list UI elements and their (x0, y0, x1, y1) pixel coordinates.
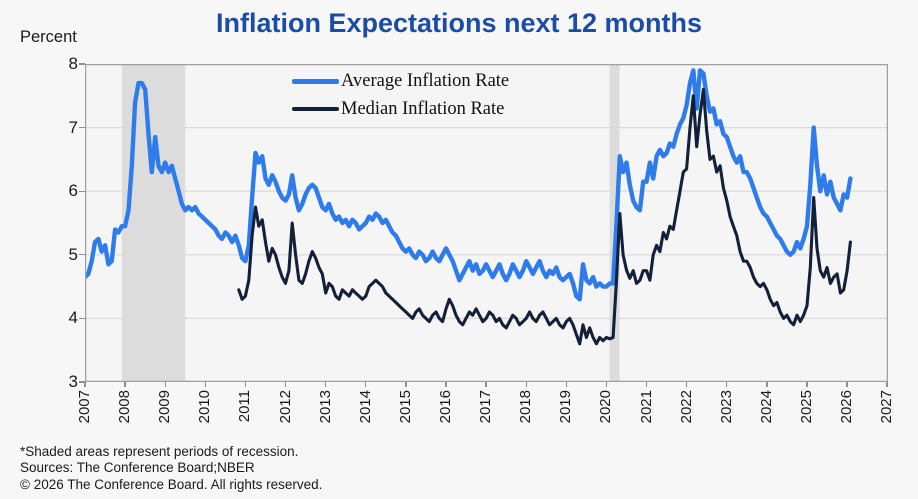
x-tick-mark (124, 382, 126, 387)
x-tick-mark (164, 382, 166, 387)
x-tick-label: 2011 (236, 390, 254, 423)
x-tick-label: 2015 (396, 390, 414, 424)
average-line-swatch (292, 78, 339, 84)
x-tick-label: 2026 (838, 390, 856, 424)
x-tick-mark (685, 382, 688, 387)
legend-item-average: Average Inflation Rate (292, 70, 509, 92)
x-tick-mark (605, 382, 608, 387)
x-tick-label: 2018 (517, 390, 535, 424)
y-tick-mark (79, 381, 85, 383)
x-tick-mark (886, 382, 888, 387)
y-tick-label: 8 (68, 54, 78, 73)
x-tick-label: 2023 (717, 390, 735, 424)
average-inflation-line (85, 68, 853, 302)
x-tick-mark (485, 382, 487, 387)
x-tick-label: 2007 (76, 390, 93, 424)
y-tick-label: 5 (68, 244, 78, 264)
footer-sources: Sources: The Conference Board;NBER (20, 460, 255, 476)
x-tick-label: 2024 (757, 390, 775, 424)
x-tick-label: 2014 (356, 390, 374, 424)
x-tick-label: 2021 (637, 390, 655, 424)
median-inflation-line (237, 87, 852, 346)
x-tick-label: 2019 (557, 390, 575, 424)
legend-item-median: Median Inflation Rate (292, 98, 509, 120)
x-tick-label: 2012 (276, 390, 294, 424)
y-tick-mark (79, 254, 85, 256)
x-tick-label: 2008 (116, 390, 134, 424)
x-tick-label: 2022 (677, 390, 695, 424)
x-tick-mark (525, 382, 527, 387)
x-tick-mark (726, 382, 728, 387)
x-tick-mark (445, 382, 447, 387)
x-tick-label: 2027 (878, 390, 896, 424)
legend: Average Inflation Rate Median Inflation … (292, 70, 509, 120)
x-tick-label: 2017 (477, 390, 495, 424)
chart-title: Inflation Expectations next 12 months (215, 8, 703, 38)
legend-label-average: Average Inflation Rate (341, 71, 510, 91)
y-axis-title: Percent (20, 28, 77, 46)
y-tick-mark (79, 317, 85, 320)
x-tick-mark (806, 382, 808, 387)
x-tick-mark (324, 382, 327, 387)
y-tick-mark (79, 126, 85, 129)
x-tick-mark (284, 382, 287, 387)
y-tick-label: 3 (68, 372, 78, 391)
recession-band (121, 64, 186, 382)
x-tick-mark (766, 382, 768, 387)
x-tick-mark (846, 382, 848, 387)
median-line-swatch (292, 107, 339, 111)
legend-label-median: Median Inflation Rate (341, 99, 505, 119)
x-tick-mark (244, 382, 247, 387)
x-tick-mark (204, 382, 207, 387)
plot-border (85, 64, 888, 382)
x-tick-label: 2020 (597, 390, 615, 424)
plot-background (85, 64, 888, 382)
x-tick-mark (84, 382, 86, 387)
y-tick-label: 7 (68, 117, 78, 137)
y-tick-label: 4 (68, 308, 78, 328)
y-tick-label: 6 (68, 181, 78, 201)
footer-recession-note: *Shaded areas represent periods of reces… (20, 444, 299, 459)
plot-area (85, 64, 888, 382)
footer-copyright: © 2026 The Conference Board. All rights … (20, 476, 323, 492)
x-tick-label: 2025 (797, 390, 815, 424)
y-tick-mark (79, 190, 85, 192)
x-tick-label: 2009 (156, 390, 174, 424)
footer: *Shaded areas represent periods of reces… (20, 444, 322, 493)
x-tick-label: 2010 (196, 390, 214, 424)
chart-canvas (85, 64, 888, 382)
x-tick-label: 2013 (316, 390, 334, 424)
x-tick-mark (405, 382, 407, 387)
x-tick-mark (645, 382, 648, 387)
x-tick-mark (565, 382, 567, 387)
x-tick-mark (365, 382, 367, 387)
x-tick-label: 2016 (436, 390, 454, 424)
y-tick-mark (79, 63, 85, 65)
